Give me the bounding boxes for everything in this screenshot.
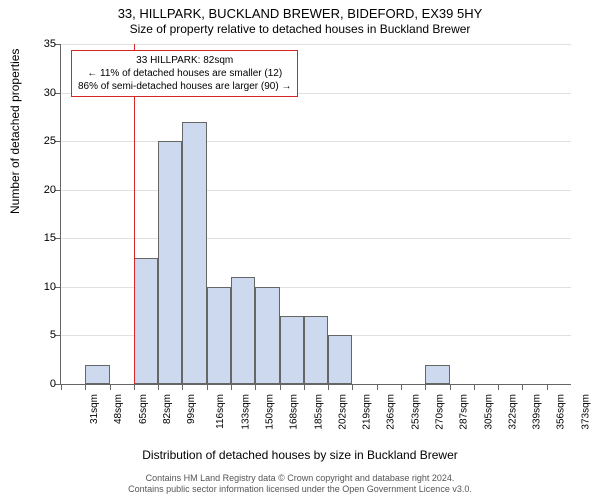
chart-title-1: 33, HILLPARK, BUCKLAND BREWER, BIDEFORD,… xyxy=(0,0,600,21)
histogram-bar xyxy=(182,122,206,384)
x-tick-label: 185sqm xyxy=(313,394,324,430)
gridline xyxy=(61,190,571,191)
x-tick-label: 150sqm xyxy=(265,394,276,430)
annotation-line-1: 33 HILLPARK: 82sqm xyxy=(78,54,291,67)
x-tick xyxy=(547,384,548,390)
x-tick-label: 373sqm xyxy=(580,394,591,430)
chart-title-2: Size of property relative to detached ho… xyxy=(0,21,600,36)
x-tick xyxy=(61,384,62,390)
y-tick-label: 0 xyxy=(32,378,56,390)
x-tick xyxy=(85,384,86,390)
x-tick-label: 253sqm xyxy=(410,394,421,430)
y-tick-label: 20 xyxy=(32,184,56,196)
y-axis-label: Number of detached properties xyxy=(8,49,22,214)
x-tick xyxy=(280,384,281,390)
y-tick-label: 30 xyxy=(32,87,56,99)
histogram-bar xyxy=(304,316,328,384)
x-tick xyxy=(498,384,499,390)
x-tick xyxy=(231,384,232,390)
histogram-bar xyxy=(231,277,255,384)
x-tick-label: 322sqm xyxy=(507,394,518,430)
gridline xyxy=(61,44,571,45)
annotation-line-2: ← 11% of detached houses are smaller (12… xyxy=(78,67,291,80)
footer-line-2: Contains public sector information licen… xyxy=(0,484,600,496)
x-tick-label: 236sqm xyxy=(386,394,397,430)
x-tick xyxy=(158,384,159,390)
gridline xyxy=(61,141,571,142)
y-tick-label: 5 xyxy=(32,329,56,341)
gridline xyxy=(61,238,571,239)
annotation-box: 33 HILLPARK: 82sqm ← 11% of detached hou… xyxy=(71,50,298,97)
histogram-bar xyxy=(425,365,449,384)
x-tick xyxy=(377,384,378,390)
x-tick xyxy=(401,384,402,390)
x-axis-label: Distribution of detached houses by size … xyxy=(0,448,600,462)
histogram-bar xyxy=(207,287,231,384)
x-tick-label: 82sqm xyxy=(162,394,173,424)
x-tick xyxy=(255,384,256,390)
x-tick xyxy=(328,384,329,390)
x-tick xyxy=(352,384,353,390)
x-tick-label: 219sqm xyxy=(362,394,373,430)
histogram-bar xyxy=(255,287,279,384)
x-tick-label: 65sqm xyxy=(138,394,149,424)
x-tick-label: 31sqm xyxy=(89,394,100,424)
x-tick-label: 116sqm xyxy=(215,394,226,429)
x-tick-label: 202sqm xyxy=(337,394,348,430)
x-tick-label: 99sqm xyxy=(186,394,197,424)
plot-area: 31sqm48sqm65sqm82sqm99sqm116sqm133sqm150… xyxy=(60,44,571,385)
y-tick-label: 15 xyxy=(32,232,56,244)
footer-line-1: Contains HM Land Registry data © Crown c… xyxy=(0,473,600,485)
histogram-bar xyxy=(280,316,304,384)
histogram-bar xyxy=(85,365,109,384)
x-tick xyxy=(450,384,451,390)
x-tick-label: 305sqm xyxy=(483,394,494,430)
x-tick-label: 168sqm xyxy=(289,394,300,430)
x-tick xyxy=(522,384,523,390)
x-tick-label: 356sqm xyxy=(556,394,567,430)
histogram-bar xyxy=(134,258,158,384)
x-tick-label: 339sqm xyxy=(532,394,543,430)
annotation-line-3: 86% of semi-detached houses are larger (… xyxy=(78,80,291,93)
x-tick-label: 270sqm xyxy=(435,394,446,430)
histogram-bar xyxy=(328,335,352,384)
x-tick xyxy=(304,384,305,390)
histogram-bar xyxy=(158,141,182,384)
y-tick-label: 35 xyxy=(32,38,56,50)
x-tick xyxy=(474,384,475,390)
chart-container: 33, HILLPARK, BUCKLAND BREWER, BIDEFORD,… xyxy=(0,0,600,500)
x-tick xyxy=(425,384,426,390)
x-tick xyxy=(182,384,183,390)
x-tick-label: 48sqm xyxy=(113,394,124,424)
x-tick xyxy=(134,384,135,390)
x-tick-label: 287sqm xyxy=(459,394,470,430)
y-tick-label: 10 xyxy=(32,281,56,293)
x-tick xyxy=(110,384,111,390)
x-tick-label: 133sqm xyxy=(240,394,251,430)
footer-attribution: Contains HM Land Registry data © Crown c… xyxy=(0,473,600,496)
x-tick xyxy=(207,384,208,390)
y-tick-label: 25 xyxy=(32,135,56,147)
